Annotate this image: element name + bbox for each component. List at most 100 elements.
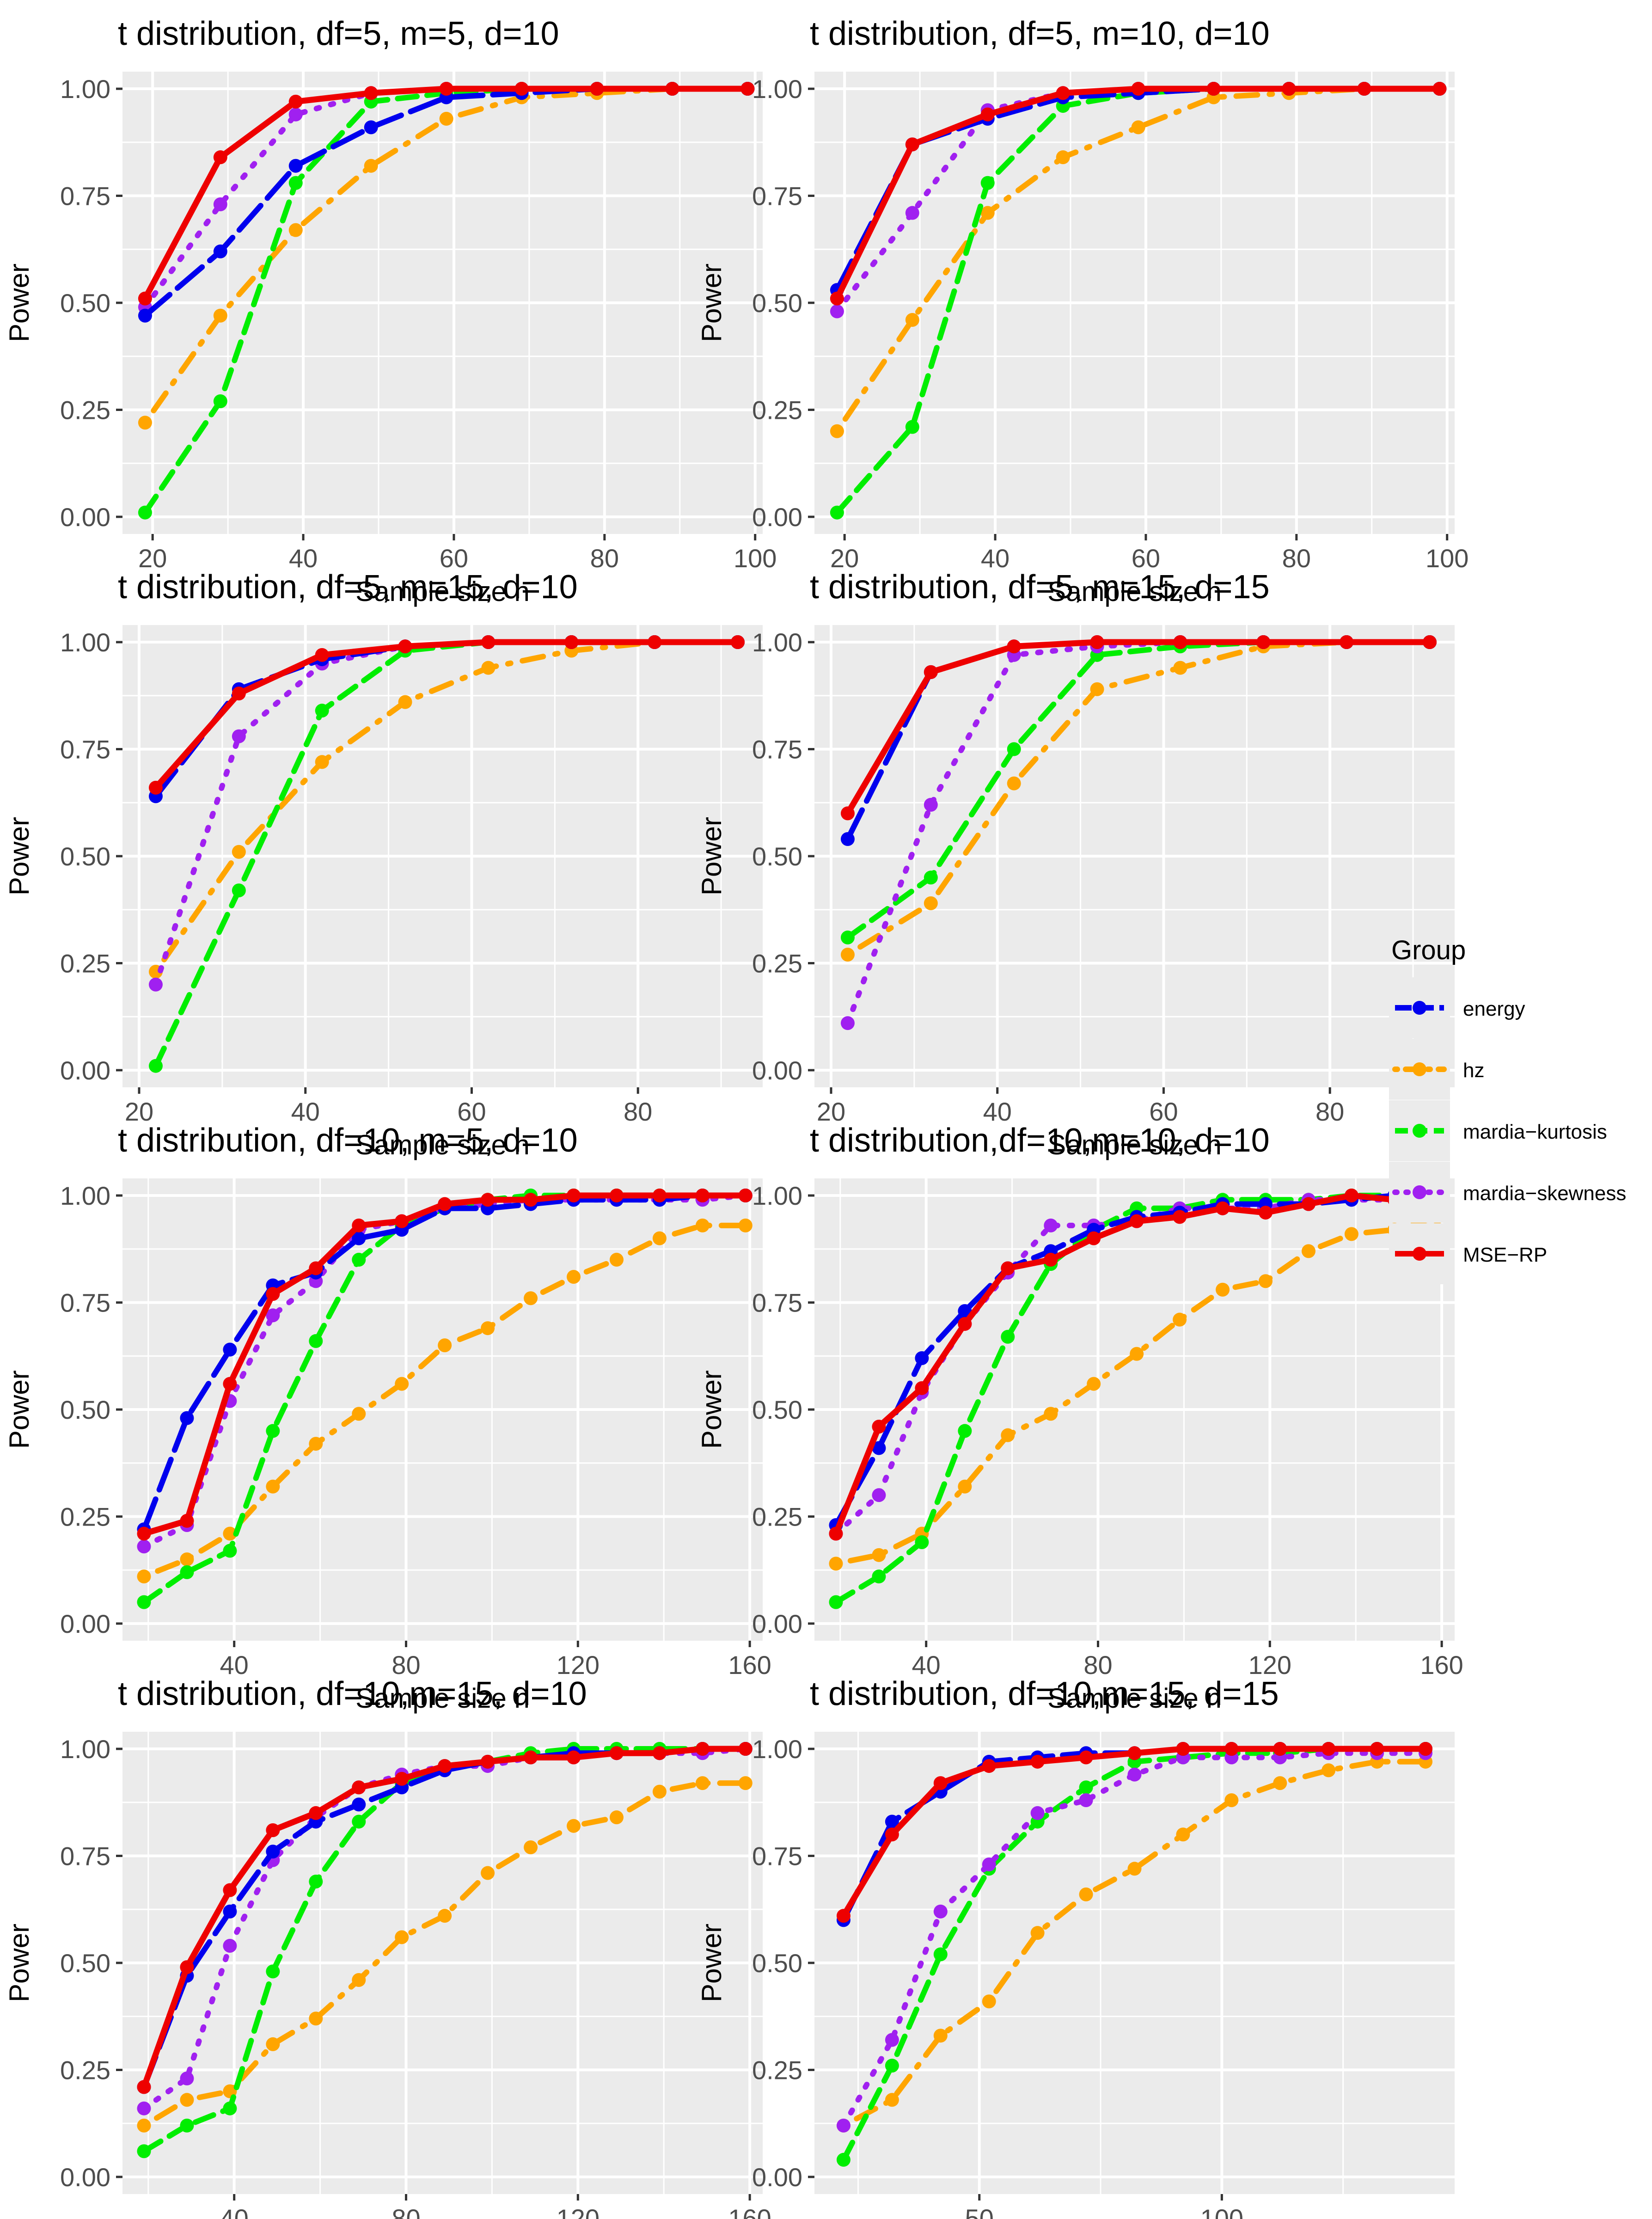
data-point-hz (567, 1269, 581, 1284)
y-tick-label: 1.00 (60, 74, 110, 104)
data-point-hz (309, 2011, 323, 2026)
data-point-mk (180, 2118, 194, 2133)
data-point-hz (738, 1776, 753, 1790)
y-tick-label: 0.00 (752, 1609, 802, 1638)
data-point-hz (609, 1252, 624, 1267)
data-point-mse (1130, 1214, 1144, 1228)
data-point-mse (223, 1377, 237, 1391)
x-tick-label: 60 (1132, 544, 1160, 573)
y-tick-label: 0.00 (60, 2163, 110, 2192)
y-tick-label: 0.75 (60, 735, 110, 764)
data-point-mse (695, 1742, 710, 1756)
data-point-hz (1001, 1428, 1015, 1442)
data-point-mse (1357, 82, 1371, 96)
data-point-mse (288, 94, 303, 109)
x-axis-label: Sample size n (1047, 1129, 1222, 1160)
legend-label: mardia−kurtosis (1463, 1121, 1607, 1143)
data-point-mse (352, 1780, 366, 1795)
x-tick-label: 60 (1149, 1097, 1178, 1126)
data-point-mse (740, 82, 755, 96)
data-point-mse (567, 1750, 581, 1765)
data-point-mse (609, 1189, 624, 1203)
data-point-mse (1087, 1231, 1101, 1245)
data-point-mk (924, 870, 938, 885)
y-tick-label: 1.00 (60, 1735, 110, 1764)
data-point-mse (1173, 635, 1187, 650)
data-point-hz (398, 695, 412, 709)
x-axis-label: Sample size n (1047, 576, 1222, 607)
data-point-mse (958, 1317, 972, 1331)
y-tick-label: 0.00 (752, 2163, 802, 2192)
legend-label: hz (1463, 1059, 1484, 1082)
data-point-hz (524, 1291, 538, 1306)
y-tick-label: 0.75 (752, 735, 802, 764)
data-point-hz (1044, 1407, 1058, 1421)
data-point-ms (137, 1539, 151, 1554)
y-tick-label: 0.00 (60, 1056, 110, 1085)
data-point-hz (352, 1973, 366, 1987)
data-point-hz (481, 1321, 495, 1336)
y-tick-label: 0.75 (752, 1288, 802, 1318)
data-point-hz (180, 1552, 194, 1567)
data-point-mse (980, 107, 995, 122)
legend-key-point (1413, 1062, 1426, 1076)
data-point-mk (352, 1252, 366, 1267)
y-tick-label: 0.75 (60, 1288, 110, 1318)
data-point-hz (980, 206, 995, 220)
legend-label: MSE−RP (1463, 1244, 1547, 1266)
data-point-hz (1273, 1776, 1287, 1790)
y-tick-label: 0.25 (752, 395, 802, 424)
y-tick-label: 0.25 (752, 949, 802, 978)
panel-title: t distribution,df=10,m=10, d=10 (810, 1122, 1270, 1159)
data-point-mk (1079, 1780, 1093, 1795)
x-tick-label: 100 (734, 544, 777, 573)
data-point-mse (481, 1754, 495, 1769)
data-point-hz (1301, 1244, 1315, 1258)
x-tick-label: 160 (728, 2204, 771, 2219)
data-point-mse (1044, 1252, 1058, 1267)
y-tick-label: 0.25 (60, 2055, 110, 2084)
legend-item-mse: MSE−RP (1389, 1223, 1547, 1284)
data-point-mk (266, 1424, 280, 1438)
series-line-mk (844, 639, 1432, 940)
y-axis-label: Power (4, 264, 35, 342)
y-tick-label: 0.75 (60, 1842, 110, 1871)
data-point-mse (1259, 1206, 1273, 1220)
x-axis-label: Sample size n (355, 576, 530, 607)
data-point-mse (1273, 1742, 1287, 1756)
data-point-hz (567, 1819, 581, 1833)
x-tick-label: 80 (1315, 1097, 1344, 1126)
data-point-hz (266, 1479, 280, 1494)
x-tick-label: 120 (557, 2204, 600, 2219)
x-tick-label: 40 (291, 1097, 320, 1126)
data-point-hz (872, 1548, 886, 1562)
x-tick-label: 60 (440, 544, 468, 573)
series-mse (148, 635, 745, 795)
x-tick-label: 80 (624, 1097, 652, 1126)
data-point-energy (266, 1845, 280, 1859)
data-point-mse (395, 1214, 409, 1228)
y-axis-label: Power (4, 1924, 35, 2002)
data-point-mse (1131, 82, 1145, 96)
data-point-mse (309, 1261, 323, 1275)
data-point-mse (438, 1197, 452, 1211)
data-point-hz (1087, 1377, 1101, 1391)
data-point-mse (731, 635, 745, 650)
x-tick-label: 40 (220, 2204, 249, 2219)
legend-key-point (1413, 1001, 1426, 1015)
data-point-hz (652, 1784, 667, 1799)
data-point-mk (180, 1565, 194, 1579)
panel-title: t distribution, df=10, m=5, d=10 (118, 1122, 578, 1159)
legend-item-energy: energy (1389, 977, 1525, 1038)
data-point-mk (830, 505, 844, 520)
data-point-mse (665, 82, 679, 96)
data-point-mk (223, 1544, 237, 1558)
data-point-hz (885, 2093, 899, 2107)
legend-item-mk: mardia−kurtosis (1389, 1100, 1607, 1161)
y-axis-label: Power (696, 1924, 727, 2002)
data-point-energy (915, 1351, 929, 1365)
data-point-ms (288, 107, 303, 122)
data-point-hz (1344, 1227, 1358, 1241)
data-point-hz (1216, 1282, 1230, 1297)
data-point-mse (933, 1776, 948, 1790)
